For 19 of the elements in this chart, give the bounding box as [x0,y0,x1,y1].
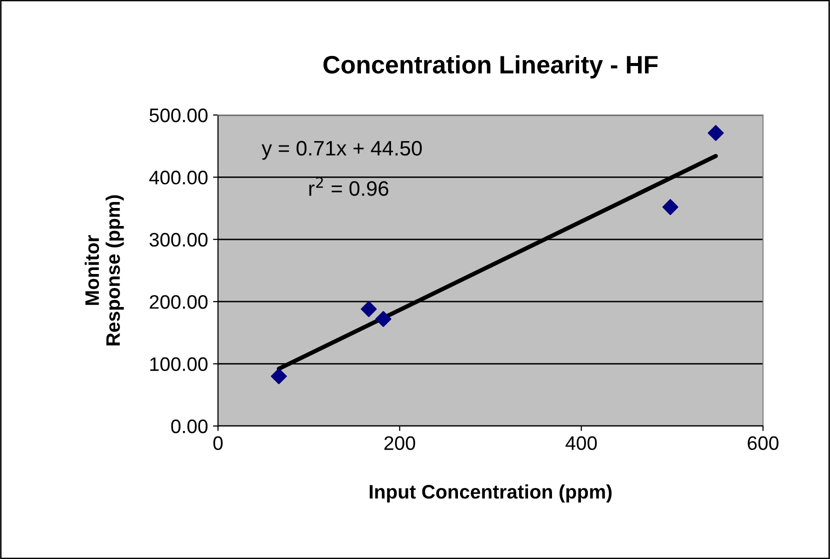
x-tick-label: 400 [566,436,597,450]
point [662,199,678,216]
annotation: y = 0.71x + 44.50 [262,140,422,160]
point [360,301,377,318]
chart-title: Concentration Linearity - HF [323,55,658,79]
y-tick-label: 400.00 [149,170,208,184]
y-tick-label: 100.00 [150,357,208,372]
y-tick-label: 200.00 [150,295,208,309]
y-tick-label: 500.00 [150,108,208,122]
x-tick-label: 600 [748,436,778,450]
x-tick-label: 200 [384,436,416,450]
y-axis-title: Monitor Response (ppm) [84,195,124,346]
x-axis-title: Input Concentration (ppm) [370,484,612,503]
point [708,125,724,142]
point [270,368,287,384]
x-tick-label: 0 [213,436,223,450]
point [375,311,392,327]
y-tick-label: 300.00 [150,232,208,247]
y-tick-label: 0.00 [171,419,208,434]
